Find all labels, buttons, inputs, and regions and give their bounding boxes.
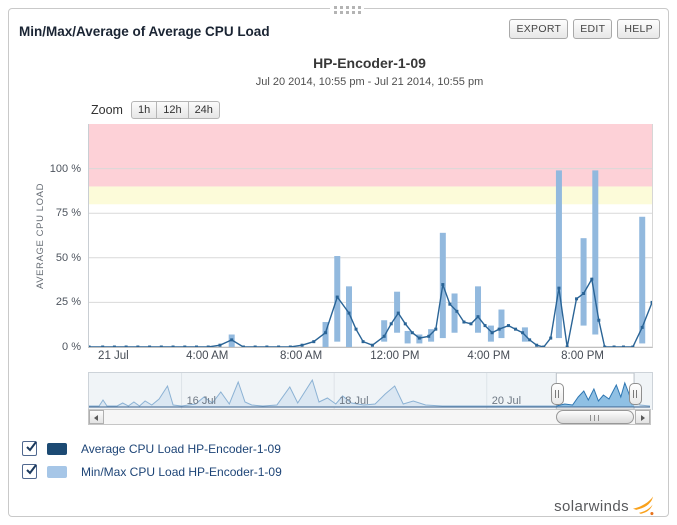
threshold-band <box>89 186 652 205</box>
y-axis-label: 50 % <box>55 251 81 264</box>
check-icon <box>26 464 37 475</box>
handle-grip-icon <box>555 390 561 398</box>
y-axis-label: 0 % <box>62 341 81 353</box>
legend-row-minmax: Min/Max CPU Load HP-Encoder-1-09 <box>22 460 282 483</box>
x-axis-label: 4:00 PM <box>467 350 511 362</box>
handle-grip-icon <box>633 390 639 398</box>
y-axis-label: 100 % <box>49 162 81 175</box>
legend-checkbox-average[interactable] <box>22 441 37 456</box>
navigator-sparkline-svg <box>89 372 651 410</box>
legend-label-minmax: Min/Max CPU Load HP-Encoder-1-09 <box>81 464 282 479</box>
panel-title: Min/Max/Average of Average CPU Load <box>19 24 270 39</box>
navigator-date-label: 16 Jul <box>186 395 216 407</box>
zoom-24h-button[interactable]: 24h <box>188 101 220 119</box>
solarwinds-flame-icon <box>633 496 654 516</box>
drag-dots-icon <box>334 6 337 9</box>
nav-sparkline-selected <box>556 381 635 408</box>
check-icon <box>26 441 37 452</box>
zoom-12h-button[interactable]: 12h <box>157 101 189 119</box>
timeline-navigator[interactable]: 16 Jul 18 Jul 20 Jul <box>88 372 653 410</box>
x-axis-label: 21 Jul <box>98 350 129 362</box>
navigator-right-handle[interactable] <box>629 383 643 405</box>
y-axis-label: 75 % <box>55 207 81 220</box>
main-chart-plot[interactable] <box>87 124 654 349</box>
y-axis-title: AVERAGE CPU LOAD <box>35 182 46 289</box>
solarwinds-logo: solarwinds <box>554 496 654 516</box>
navigator-date-label: 18 Jul <box>339 395 369 407</box>
solarwinds-logo-text: solarwinds <box>554 497 629 515</box>
x-axis-label: 12:00 PM <box>370 350 420 362</box>
legend-checkbox-minmax[interactable] <box>22 464 37 479</box>
panel-header-buttons: EXPORT EDIT HELP <box>509 19 660 39</box>
navigator-scrollbar[interactable] <box>88 409 651 425</box>
scroll-right-button[interactable] <box>635 410 650 424</box>
scrollbar-thumb[interactable] <box>556 410 635 424</box>
main-chart-svg <box>87 124 654 349</box>
zoom-controls: Zoom 1h 12h 24h <box>91 101 220 119</box>
legend-row-average: Average CPU Load HP-Encoder-1-09 <box>22 437 282 460</box>
zoom-1h-button[interactable]: 1h <box>130 101 158 119</box>
x-axis-label: 4:00 AM <box>186 350 229 362</box>
threshold-band <box>89 124 652 187</box>
left-arrow-icon <box>94 415 98 421</box>
edit-button[interactable]: EDIT <box>573 19 613 39</box>
average-line-series <box>87 277 654 349</box>
thumb-grip-icon <box>590 415 602 421</box>
cpu-load-resource-panel: Min/Max/Average of Average CPU Load EXPO… <box>8 4 669 517</box>
navigator-date-label: 20 Jul <box>491 395 522 407</box>
legend-label-average: Average CPU Load HP-Encoder-1-09 <box>81 441 281 456</box>
x-axis-label: 8:00 PM <box>561 350 604 362</box>
right-arrow-icon <box>641 415 645 421</box>
x-axis-label: 8:00 AM <box>279 350 323 362</box>
y-axis-label: 25 % <box>55 296 81 309</box>
navigator-left-handle[interactable] <box>551 383 565 405</box>
chart-subtitle: Jul 20 2014, 10:55 pm - Jul 21 2014, 10:… <box>255 76 484 88</box>
chart-title: HP-Encoder-1-09 <box>313 55 426 71</box>
legend-swatch-average <box>47 442 67 455</box>
export-button[interactable]: EXPORT <box>509 19 569 39</box>
help-button[interactable]: HELP <box>617 19 660 39</box>
chart-legend: Average CPU Load HP-Encoder-1-09 Min/Max… <box>22 437 282 483</box>
panel-drag-handle[interactable] <box>330 4 364 17</box>
scroll-left-button[interactable] <box>89 410 104 424</box>
legend-swatch-minmax <box>47 465 67 478</box>
zoom-label: Zoom <box>91 103 123 117</box>
